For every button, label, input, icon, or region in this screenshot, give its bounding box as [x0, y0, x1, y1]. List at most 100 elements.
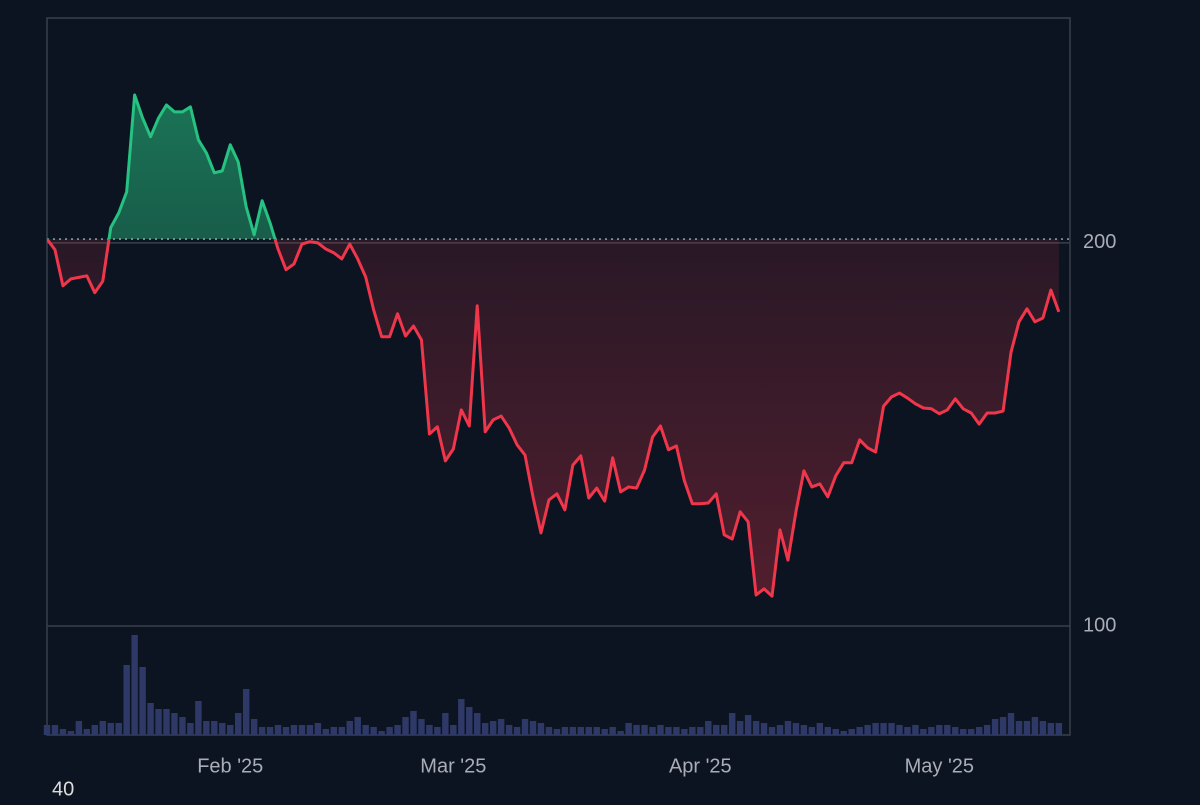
volume-bar [529, 721, 537, 735]
volume-bar [713, 725, 720, 735]
x-tick-label: May '25 [905, 755, 974, 777]
volume-bar [394, 725, 401, 735]
volume-bar [179, 717, 186, 735]
x-tick-label: Mar '25 [420, 755, 486, 777]
volume-bar [808, 727, 816, 735]
volume-bar [537, 723, 545, 735]
area-down [47, 239, 1059, 597]
volume-bar [195, 701, 202, 735]
volume-bar [258, 727, 266, 735]
volume-bar [1047, 723, 1055, 735]
volume-bar [545, 727, 553, 735]
volume-bar [561, 727, 569, 735]
volume-bar [43, 725, 51, 735]
volume-bar [227, 725, 234, 735]
volume-bar [824, 727, 831, 735]
volume-bar [649, 727, 656, 735]
volume-bar [776, 725, 784, 735]
volume-bar [107, 723, 114, 735]
volume-bar [880, 723, 887, 735]
volume-bar [625, 723, 632, 735]
volume-bar [75, 721, 83, 735]
volume-bar [139, 667, 146, 735]
volume-bar [131, 635, 138, 735]
volume-bar [489, 721, 497, 735]
volume-bar [474, 713, 481, 735]
volume-bar [1031, 717, 1039, 735]
volume-bar [657, 725, 664, 735]
volume-bar [952, 727, 959, 735]
volume-bar [1007, 713, 1015, 735]
volume-bar [936, 725, 943, 735]
volume-bar [697, 727, 704, 735]
volume-bar [386, 727, 393, 735]
volume-bar [402, 717, 409, 735]
volume-bar [266, 727, 274, 735]
volume-bar [298, 725, 306, 735]
volume-bar [346, 721, 353, 735]
volume-bar [728, 713, 736, 735]
volume-bar [497, 719, 505, 735]
volume-bar [975, 727, 983, 735]
volume-bar [59, 729, 67, 735]
volume-bar [338, 727, 345, 735]
x-tick-label: Feb '25 [197, 755, 263, 777]
volume-bar [521, 719, 529, 735]
volume-bar [816, 723, 824, 735]
volume-bar [211, 721, 218, 735]
y-tick-label: 100 [1083, 614, 1116, 636]
volume-bar [705, 721, 712, 735]
y-tick-label: 200 [1083, 231, 1116, 253]
volume-bar [362, 725, 369, 735]
volume-bar [250, 719, 258, 735]
volume-bar [968, 729, 975, 735]
volume-bar [426, 725, 433, 735]
volume-bar [832, 729, 839, 735]
volume-bar [760, 723, 768, 735]
volume-bar [274, 725, 282, 735]
volume-bar [633, 725, 640, 735]
volume-bar [434, 727, 441, 735]
volume-bar [736, 721, 744, 735]
volume-bar [593, 727, 600, 735]
volume-bar [314, 723, 322, 735]
volume-bar [1055, 723, 1063, 735]
volume-bar [681, 729, 688, 735]
volume-bar [928, 727, 935, 735]
volume-bar [505, 725, 513, 735]
volume-bar [569, 727, 577, 735]
volume-bar [960, 729, 967, 735]
volume-bar [673, 727, 680, 735]
volume-bar [123, 665, 130, 735]
volume-bar [513, 727, 521, 735]
volume-bar [904, 727, 911, 735]
volume-bar [872, 723, 879, 735]
volume-bar [282, 727, 290, 735]
volume-bar [51, 725, 59, 735]
volume-bar [155, 709, 162, 735]
volume-bar [322, 729, 330, 735]
volume-bar [418, 719, 425, 735]
volume-bar [888, 723, 895, 735]
volume-bar [99, 721, 106, 735]
volume-bar [290, 725, 298, 735]
volume-bar [370, 727, 377, 735]
price-line-up [47, 93, 277, 240]
volume-bar [553, 729, 561, 735]
volume-bar [450, 725, 457, 735]
volume-bar [1023, 721, 1031, 735]
volume-bar [689, 727, 696, 735]
volume-bar [163, 709, 170, 735]
volume-bar [442, 713, 449, 735]
volume-bar [203, 721, 210, 735]
volume-bar [466, 707, 473, 735]
volume-bar [577, 727, 585, 735]
volume-bar [147, 703, 154, 735]
volume-bar [912, 725, 919, 735]
volume-bar [330, 727, 338, 735]
volume-bar [665, 727, 672, 735]
volume-bar [410, 711, 417, 735]
volume-bar [792, 723, 800, 735]
volume-bar [306, 725, 314, 735]
